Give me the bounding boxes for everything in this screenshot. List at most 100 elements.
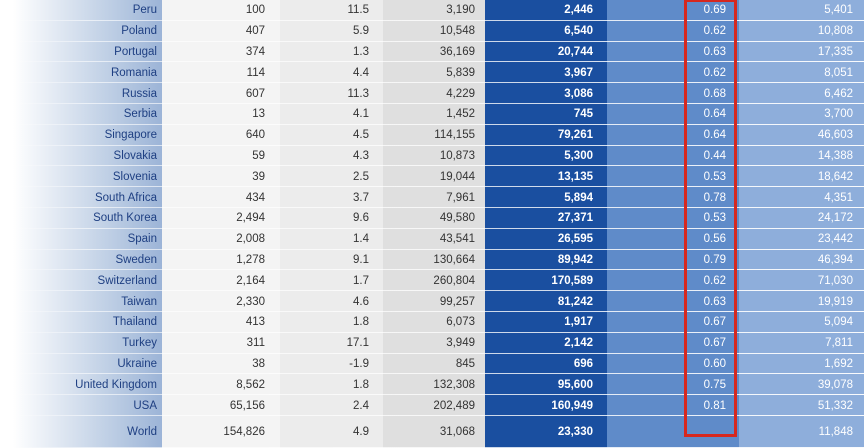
value-cell-c3: 1,452 — [446, 108, 475, 121]
value-cell-c5: 0.75 — [703, 378, 726, 391]
value-cell-c4: 170,589 — [551, 274, 593, 287]
value-cell-c5: 0.56 — [703, 233, 726, 246]
value-cell-c6: 5,094 — [824, 316, 853, 329]
table-row: Slovakia 59 4.3 10,873 5,300 0.44 14,388 — [0, 146, 864, 167]
table-row: Spain 2,008 1.4 43,541 26,595 0.56 23,442 — [0, 229, 864, 250]
value-cell-c2: 1.3 — [353, 45, 369, 58]
table-row: Thailand 413 1.8 6,073 1,917 0.67 5,094 — [0, 312, 864, 333]
value-cell-c6: 17,335 — [817, 45, 853, 58]
value-cell-c1: 38 — [252, 357, 265, 370]
value-cell-c5: 0.68 — [703, 87, 726, 100]
value-cell-c6: 14,388 — [817, 149, 853, 162]
value-cell-c4: 20,744 — [557, 45, 593, 58]
value-cell-c1: 8,562 — [236, 378, 265, 391]
value-cell-c6: 19,919 — [817, 295, 853, 308]
value-cell-c5: 0.79 — [703, 253, 726, 266]
value-cell-c1: 100 — [245, 4, 265, 17]
value-cell-c3: 6,073 — [446, 316, 475, 329]
country-cell: Switzerland — [97, 274, 157, 287]
value-cell-c4: 1,917 — [564, 316, 593, 329]
table-row: Ukraine 38 -1.9 845 696 0.60 1,692 — [0, 354, 864, 375]
table-row: USA 65,156 2.4 202,489 160,949 0.81 51,332 — [0, 395, 864, 416]
value-cell-c1: 374 — [245, 45, 265, 58]
value-cell-c4: 81,242 — [557, 295, 593, 308]
value-cell-c2: 2.5 — [353, 170, 369, 183]
country-cell: Slovakia — [113, 149, 157, 162]
value-cell-c6: 6,462 — [824, 87, 853, 100]
value-cell-c2: 17.1 — [346, 337, 369, 350]
value-cell-c4: 89,942 — [557, 253, 593, 266]
value-cell-c4: 13,135 — [557, 170, 593, 183]
value-cell-c2: 9.6 — [353, 212, 369, 225]
country-cell: Thailand — [112, 316, 157, 329]
value-cell-c2: 5.9 — [353, 25, 369, 38]
value-cell-c3: 260,804 — [433, 274, 475, 287]
value-cell-c3: 5,839 — [446, 66, 475, 79]
value-cell-c1: 2,008 — [236, 233, 265, 246]
table-row: United Kingdom 8,562 1.8 132,308 95,600 0.75 3… — [0, 374, 864, 395]
value-cell-c6: 51,332 — [817, 399, 853, 412]
value-cell-c1: 114 — [246, 66, 265, 79]
value-cell-c1: 2,330 — [236, 295, 265, 308]
value-cell-c4: 745 — [573, 108, 593, 121]
table-row: Serbia 13 4.1 1,452 745 0.64 3,700 — [0, 104, 864, 125]
value-cell-c3: 114,155 — [434, 129, 475, 142]
value-cell-c2: 11.5 — [347, 4, 369, 17]
value-cell-c3: 3,190 — [446, 4, 475, 17]
value-cell-c6: 4,351 — [824, 191, 853, 204]
value-cell-c1: 1,278 — [236, 253, 265, 266]
value-cell-c4: 23,330 — [557, 426, 593, 438]
value-cell-c6: 3,700 — [824, 108, 853, 121]
value-cell-c2: 1.8 — [353, 316, 369, 329]
country-cell: Peru — [132, 4, 157, 17]
value-cell-c4: 6,540 — [564, 25, 593, 38]
value-cell-c5: 0.60 — [703, 357, 726, 370]
country-cell: Slovenia — [112, 170, 157, 183]
value-cell-c1: 154,826 — [223, 426, 265, 438]
value-cell-c3: 36,169 — [439, 45, 475, 58]
table-row: Taiwan 2,330 4.6 99,257 81,242 0.63 19,919 — [0, 291, 864, 312]
value-cell-c5: 0.78 — [703, 191, 726, 204]
value-cell-c3: 49,580 — [439, 212, 475, 225]
value-cell-c5: 0.62 — [703, 25, 726, 38]
table-row: Sweden 1,278 9.1 130,664 89,942 0.79 46,394 — [0, 250, 864, 271]
value-cell-c3: 3,949 — [446, 337, 475, 350]
value-cell-c4: 696 — [573, 357, 593, 370]
country-cell: Ukraine — [117, 357, 157, 370]
value-cell-c1: 59 — [252, 149, 265, 162]
value-cell-c4: 27,371 — [557, 212, 593, 225]
value-cell-c6: 18,642 — [817, 170, 853, 183]
table-row: South Africa 434 3.7 7,961 5,894 0.78 4,351 — [0, 187, 864, 208]
value-cell-c1: 65,156 — [229, 399, 265, 412]
table-row: World 154,826 4.9 31,068 23,330 11,848 — [0, 416, 864, 448]
table-row: Poland 407 5.9 10,548 6,540 0.62 10,808 — [0, 21, 864, 42]
value-cell-c1: 2,164 — [236, 274, 265, 287]
value-cell-c2: 1.4 — [353, 233, 369, 246]
value-cell-c5: 0.44 — [703, 149, 726, 162]
value-cell-c2: 3.7 — [353, 191, 369, 204]
value-cell-c5: 0.64 — [703, 108, 726, 121]
value-cell-c2: 9.1 — [353, 253, 369, 266]
value-cell-c5: 0.81 — [703, 399, 726, 412]
value-cell-c2: 4.1 — [353, 108, 369, 121]
table-row: Portugal 374 1.3 36,169 20,744 0.63 17,335 — [0, 42, 864, 63]
table-row: Slovenia 39 2.5 19,044 13,135 0.53 18,642 — [0, 166, 864, 187]
country-cell: South Korea — [93, 212, 157, 225]
country-cell: Portugal — [114, 45, 157, 58]
value-cell-c3: 19,044 — [439, 170, 475, 183]
value-cell-c2: 4.6 — [353, 295, 369, 308]
value-cell-c5: 0.63 — [703, 45, 726, 58]
value-cell-c1: 2,494 — [236, 212, 265, 225]
value-cell-c5: 0.63 — [703, 295, 726, 308]
table-row: South Korea 2,494 9.6 49,580 27,371 0.53 24,17… — [0, 208, 864, 229]
value-cell-c6: 8,051 — [824, 66, 853, 79]
value-cell-c3: 130,664 — [433, 253, 475, 266]
value-cell-c1: 407 — [245, 25, 265, 38]
value-cell-c6: 11,848 — [818, 426, 853, 438]
country-cell: United Kingdom — [75, 378, 157, 391]
value-cell-c4: 2,142 — [564, 337, 593, 350]
country-cell: Spain — [127, 233, 157, 246]
value-cell-c6: 46,394 — [817, 253, 853, 266]
value-cell-c5 — [607, 416, 726, 448]
value-cell-c5: 0.64 — [703, 129, 726, 142]
